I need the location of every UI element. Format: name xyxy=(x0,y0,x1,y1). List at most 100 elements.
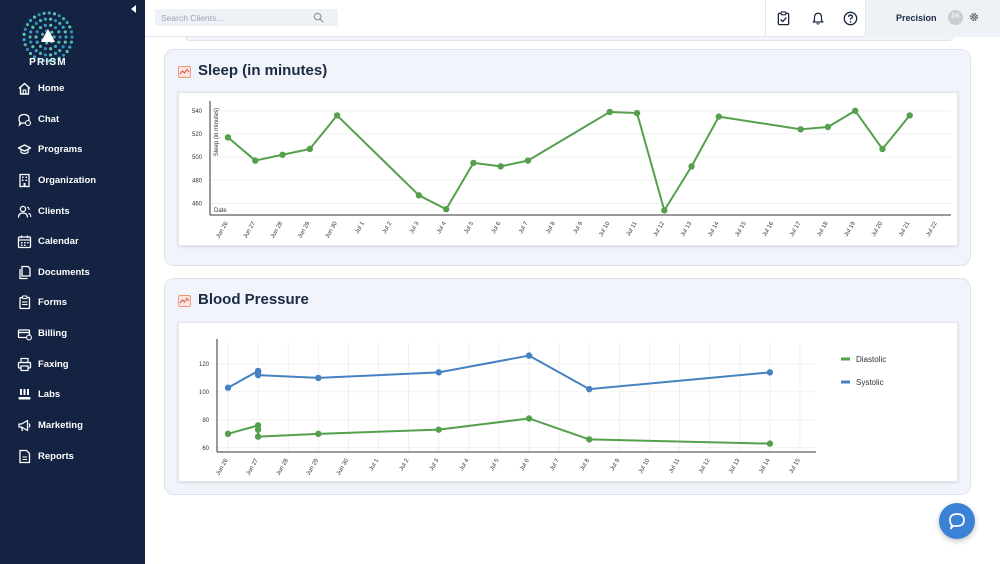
sidebar: PRISM Home Chat Programs Organization Client… xyxy=(0,0,145,564)
data-point[interactable] xyxy=(315,430,322,438)
x-tick-label: Jul 19 xyxy=(844,220,858,237)
data-point[interactable] xyxy=(470,159,477,167)
blood-pressure-card-title: Blood Pressure xyxy=(198,291,309,308)
sidebar-item-labs[interactable]: Labs xyxy=(0,379,145,409)
tasks-button[interactable] xyxy=(765,0,801,37)
x-tick-label: Jul 15 xyxy=(735,220,749,237)
sidebar-item-organization[interactable]: Organization xyxy=(0,165,145,195)
gear-icon[interactable] xyxy=(968,11,980,23)
help-button[interactable] xyxy=(835,0,865,37)
data-point[interactable] xyxy=(661,207,668,214)
search-input[interactable] xyxy=(155,9,338,26)
x-tick-label: Jul 7 xyxy=(518,220,530,235)
sidebar-item-label: Calendar xyxy=(38,235,79,247)
data-point[interactable] xyxy=(688,163,695,170)
data-point[interactable] xyxy=(315,374,322,382)
notifications-button[interactable] xyxy=(801,0,835,37)
sidebar-item-billing[interactable]: Billing xyxy=(0,318,145,348)
data-point[interactable] xyxy=(254,426,262,433)
sidebar-item-home[interactable]: Home xyxy=(0,73,145,103)
x-tick-label: Jun 26 xyxy=(216,220,231,239)
data-point[interactable] xyxy=(851,107,859,114)
data-point[interactable] xyxy=(524,157,532,164)
sleep-card: Sleep (in minutes) 460 480 500 520 540 Jun 26… xyxy=(164,49,971,266)
sidebar-item-forms[interactable]: Forms xyxy=(0,287,145,317)
sidebar-item-marketing[interactable]: Marketing xyxy=(0,410,145,440)
sidebar-item-label: Labs xyxy=(38,388,61,400)
x-tick-label: Jul 4 xyxy=(459,457,471,472)
data-point[interactable] xyxy=(715,113,723,120)
sidebar-item-clients[interactable]: Clients xyxy=(0,196,145,226)
x-tick-label: Jul 2 xyxy=(382,220,394,235)
x-axis-title: Date xyxy=(214,208,227,214)
programs-icon xyxy=(17,143,32,154)
y-tick-label: 460 xyxy=(192,201,203,207)
x-tick-label: Jun 27 xyxy=(246,457,261,476)
sidebar-item-calendar[interactable]: Calendar xyxy=(0,226,145,256)
x-tick-label: Jun 27 xyxy=(243,220,258,239)
data-point[interactable] xyxy=(586,436,593,443)
data-point[interactable] xyxy=(435,426,442,433)
chat-bubble-icon xyxy=(949,513,965,530)
x-tick-label: Jul 5 xyxy=(489,457,501,472)
data-point[interactable] xyxy=(333,112,341,119)
x-tick-label: Jun 30 xyxy=(325,220,340,239)
x-tick-label: Jul 15 xyxy=(789,457,803,474)
user-menu[interactable]: Precision PR xyxy=(865,0,1000,37)
question-circle-icon xyxy=(843,11,857,26)
data-point[interactable] xyxy=(586,385,593,393)
data-point[interactable] xyxy=(633,109,641,117)
x-tick-label: Jul 14 xyxy=(758,457,772,474)
y-tick-label: 540 xyxy=(192,109,203,115)
sidebar-item-faxing[interactable]: Faxing xyxy=(0,349,145,379)
sidebar-item-reports[interactable]: Reports xyxy=(0,441,145,471)
x-tick-label: Jun 30 xyxy=(336,457,351,476)
sidebar-item-programs[interactable]: Programs xyxy=(0,134,145,164)
data-point[interactable] xyxy=(879,145,886,153)
data-point[interactable] xyxy=(224,134,232,141)
x-tick-label: Jul 11 xyxy=(668,457,681,474)
data-point[interactable] xyxy=(252,157,259,164)
data-point[interactable] xyxy=(525,352,533,359)
y-tick-label: 120 xyxy=(199,362,210,368)
data-point[interactable] xyxy=(766,440,774,447)
marketing-icon xyxy=(18,419,31,431)
x-tick-label: Jun 28 xyxy=(276,457,291,476)
sidebar-item-documents[interactable]: Documents xyxy=(0,257,145,287)
data-point[interactable] xyxy=(415,192,423,199)
documents-icon xyxy=(19,265,31,279)
data-point[interactable] xyxy=(224,384,232,391)
calendar-icon xyxy=(17,235,32,248)
clipboard-check-icon xyxy=(777,11,790,26)
data-point[interactable] xyxy=(797,126,804,133)
organization-icon xyxy=(19,173,30,187)
x-tick-label: Jul 14 xyxy=(707,220,721,237)
legend-label-diastolic[interactable]: Diastolic xyxy=(856,355,886,364)
x-tick-label: Jul 12 xyxy=(698,457,712,474)
data-point[interactable] xyxy=(606,108,613,116)
data-point[interactable] xyxy=(766,369,774,376)
sidebar-item-chat[interactable]: Chat xyxy=(0,104,145,134)
sidebar-item-label: Forms xyxy=(38,296,68,308)
data-point[interactable] xyxy=(254,371,262,379)
chat-icon xyxy=(18,113,32,127)
avatar[interactable]: PR xyxy=(948,10,963,25)
data-point[interactable] xyxy=(442,206,450,213)
data-point[interactable] xyxy=(435,369,442,376)
legend-label-systolic[interactable]: Systolic xyxy=(856,378,884,387)
data-point[interactable] xyxy=(279,151,286,158)
data-point[interactable] xyxy=(497,163,504,170)
data-point[interactable] xyxy=(824,123,832,131)
data-point[interactable] xyxy=(306,145,314,153)
support-chat-button[interactable] xyxy=(939,503,975,539)
sidebar-item-label: Chat xyxy=(38,113,60,125)
data-point[interactable] xyxy=(224,430,232,438)
search-icon[interactable] xyxy=(313,12,324,23)
data-point[interactable] xyxy=(254,433,262,440)
sidebar-item-label: Faxing xyxy=(38,358,69,370)
fax-icon xyxy=(17,357,32,371)
x-tick-label: Jun 29 xyxy=(306,457,321,476)
collapse-sidebar-icon[interactable] xyxy=(128,3,140,15)
data-point[interactable] xyxy=(525,415,533,422)
data-point[interactable] xyxy=(906,112,913,119)
